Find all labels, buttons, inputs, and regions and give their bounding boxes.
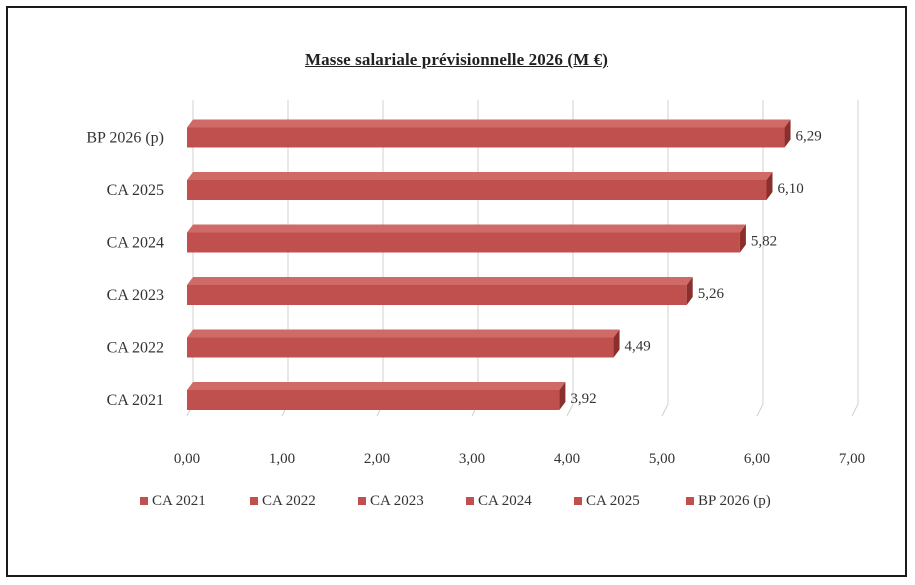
bar [187,127,785,148]
bar-top [187,382,566,390]
gridline-floor [566,403,574,417]
x-tick-label: 6,00 [744,451,770,467]
bar-side [613,329,620,358]
bar-top [187,329,620,338]
x-tick-label: 4,00 [554,451,580,467]
bar-side [739,224,746,253]
category-label: CA 2021 [107,392,164,409]
bar [187,232,740,253]
gridline-floor [661,403,669,417]
legend-item: BP 2026 (p) [698,493,771,509]
data-label: 3,92 [570,391,596,407]
bar-top [187,277,693,285]
chart-title: Masse salariale prévisionnelle 2026 (M €… [305,50,608,69]
legend-swatch [574,497,582,505]
legend-swatch [358,497,366,505]
data-label: 5,26 [698,286,725,302]
x-tick-label: 3,00 [459,451,485,467]
legend-item: CA 2021 [152,493,206,509]
data-label: 6,29 [796,129,822,145]
bar [187,285,687,305]
gridline-floor [756,403,764,417]
legend-item: CA 2023 [370,493,424,509]
data-label: 4,49 [625,339,651,355]
category-label: CA 2023 [107,287,164,304]
legend-swatch [140,497,148,505]
x-tick-label: 2,00 [364,451,390,467]
x-tick-label: 0,00 [174,451,200,467]
bar [187,390,560,410]
bar-side [784,119,791,148]
gridline-floor [851,403,859,417]
bar [187,337,614,358]
data-label: 6,10 [778,181,804,197]
bar-side [686,277,693,305]
bar-side [559,382,566,410]
legend-swatch [686,497,694,505]
x-tick-label: 7,00 [839,451,865,467]
bar [187,180,767,200]
bar-side [766,172,773,200]
legend-item: CA 2022 [262,493,316,509]
legend-item: CA 2024 [478,493,532,509]
x-tick-label: 1,00 [269,451,295,467]
legend-item: CA 2025 [586,493,640,509]
x-tick-label: 5,00 [649,451,675,467]
data-label: 5,82 [751,234,777,250]
category-label: CA 2025 [107,182,164,199]
bar-top [187,172,773,180]
legend-swatch [250,497,258,505]
bar-top [187,224,746,233]
category-label: CA 2024 [107,235,164,252]
category-label: BP 2026 (p) [86,130,164,147]
bar-top [187,119,791,128]
category-label: CA 2022 [107,340,164,357]
legend-swatch [466,497,474,505]
